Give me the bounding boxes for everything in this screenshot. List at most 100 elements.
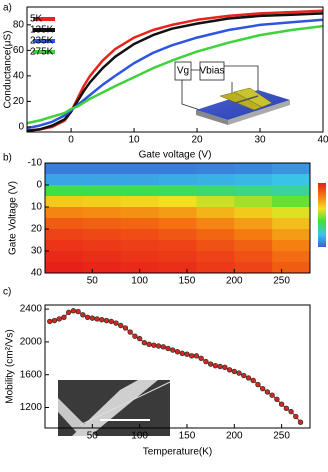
- x-axis-title: Gate voltage (V): [139, 150, 212, 161]
- heatmap-cell: [45, 207, 84, 219]
- heatmap-cell: [196, 251, 235, 263]
- data-point: [297, 419, 304, 425]
- data-point: [155, 343, 162, 349]
- x-tick-label: 30: [254, 135, 266, 146]
- data-point: [70, 308, 77, 314]
- plot-frame: [44, 304, 311, 429]
- x-tick-label: 50: [87, 431, 99, 442]
- inset-label: Vg: [177, 66, 189, 77]
- data-point: [293, 413, 299, 420]
- heatmap-cell: [196, 240, 235, 252]
- data-point: [113, 320, 119, 326]
- data-point: [259, 385, 266, 392]
- panel-label: a): [3, 3, 12, 14]
- heatmap-cell: [158, 251, 197, 263]
- heatmap-cell: [234, 262, 273, 274]
- data-point: [47, 318, 53, 325]
- heatmap-cell: [82, 229, 122, 241]
- heatmap-cell: [45, 240, 84, 252]
- heatmap-cell: [272, 251, 311, 263]
- heatmap-cell: [45, 174, 84, 186]
- data-point: [136, 335, 143, 342]
- heatmap-cell: [120, 262, 160, 274]
- heatmap-cell: [196, 185, 235, 197]
- data-point: [165, 345, 171, 352]
- heatmap-cell: [82, 196, 122, 208]
- heatmap-cell: [196, 229, 235, 241]
- heatmap-cell: [272, 163, 311, 175]
- heatmap-cell: [272, 196, 311, 208]
- x-tick-label: 200: [226, 276, 243, 287]
- data-point: [170, 347, 176, 353]
- plot-area: [27, 9, 323, 132]
- heatmap-cell: [196, 218, 235, 230]
- data-point: [241, 372, 247, 379]
- heatmap-cell: [120, 185, 160, 197]
- y-tick-label: 1600: [20, 369, 43, 380]
- data-point: [56, 316, 62, 322]
- heatmap-cell: [158, 240, 197, 252]
- heatmap-cell: [272, 174, 311, 186]
- x-tick-label: 100: [131, 276, 148, 287]
- data-point: [118, 322, 124, 329]
- series-line: [27, 12, 323, 132]
- heatmap-cell: [272, 229, 311, 241]
- data-point: [207, 361, 214, 367]
- data-point: [184, 351, 190, 357]
- y-tick-label: 10: [31, 202, 43, 213]
- data-point: [146, 341, 152, 348]
- data-point: [283, 405, 290, 412]
- series-line: [27, 18, 323, 130]
- plot-frame: [44, 162, 311, 274]
- data-point: [278, 401, 285, 407]
- data-point: [132, 333, 138, 339]
- data-point: [151, 342, 157, 348]
- heatmap-cell: [45, 262, 84, 274]
- data-point: [108, 318, 114, 325]
- heatmap-cell: [120, 229, 160, 241]
- data-point: [231, 368, 237, 375]
- sem-wire: [79, 381, 171, 426]
- heatmap-cell: [82, 218, 122, 230]
- heatmap-cell: [272, 218, 311, 230]
- voltage-box: [199, 61, 225, 81]
- heatmap-cell: [120, 163, 160, 175]
- heatmap-cell: [45, 196, 84, 208]
- data-point: [188, 353, 195, 359]
- substrate-side: [196, 110, 228, 125]
- circuit-wire: [181, 80, 201, 111]
- heatmap-cell: [272, 185, 311, 197]
- heatmap-cell: [120, 240, 160, 252]
- data-point: [65, 309, 72, 316]
- heatmap-cell: [45, 185, 84, 197]
- heatmap-cell: [120, 251, 160, 263]
- heatmap-cell: [158, 262, 197, 274]
- panel-label: b): [3, 153, 12, 164]
- x-axis-title: Temperature(K): [143, 447, 212, 458]
- data-point: [250, 377, 256, 384]
- heatmap-cell: [272, 262, 311, 274]
- data-point: [127, 329, 133, 335]
- heatmap-cell: [234, 229, 273, 241]
- heatmap-cell: [234, 196, 273, 208]
- heatmap-cell: [82, 185, 122, 197]
- legend-label: 275K: [30, 47, 54, 58]
- data-point: [269, 392, 275, 398]
- heatmap-cell: [196, 262, 235, 274]
- device-schematic: [174, 61, 290, 125]
- data-point: [217, 363, 223, 370]
- data-point: [203, 358, 209, 365]
- x-tick-label: 20: [191, 135, 203, 146]
- x-tick-label: 250: [273, 276, 290, 287]
- data-point: [288, 408, 294, 415]
- nanowire: [231, 95, 259, 105]
- data-point: [179, 350, 185, 357]
- heatmap-cell: [82, 163, 122, 175]
- y-tick-label: 0: [36, 180, 42, 191]
- data-point: [94, 316, 100, 322]
- data-point: [122, 325, 129, 331]
- data-point: [89, 315, 96, 321]
- colorbar: [318, 183, 326, 247]
- heatmap-cell: [45, 251, 84, 263]
- heatmap-cell: [272, 240, 311, 252]
